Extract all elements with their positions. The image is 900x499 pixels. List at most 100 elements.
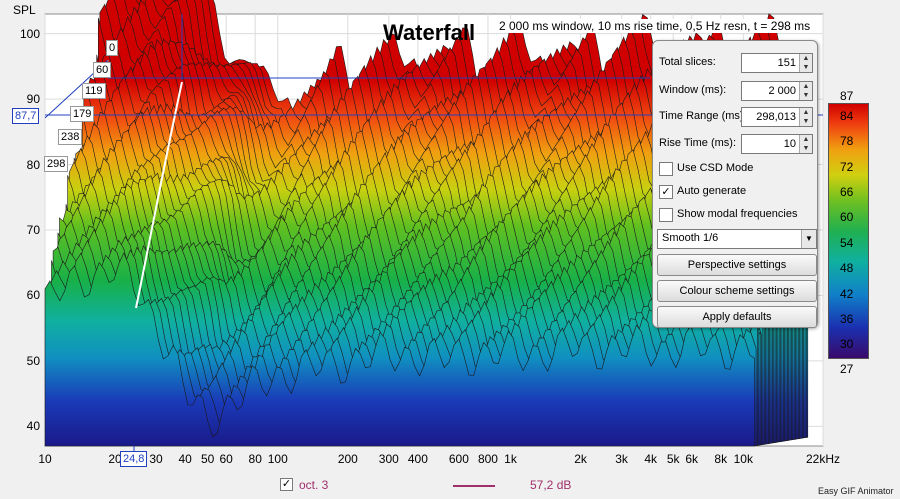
chevron-down-icon[interactable]: ▼ [801, 230, 816, 248]
colour-scale-tick-label: 30 [840, 337, 854, 352]
y-tick-label: 40 [26, 419, 40, 434]
x-tick-label: 8k [714, 452, 728, 466]
credit-text: Easy GIF Animator [818, 486, 894, 496]
y-tick-label: 90 [26, 92, 40, 107]
spin-down-icon[interactable]: ▼ [802, 92, 810, 99]
chart-info: 2 000 ms window, 10 ms rise time, 0,5 Hz… [497, 19, 813, 33]
depth-label-179: 179 [70, 106, 95, 122]
chart-title: Waterfall [383, 20, 476, 45]
colour-scale-tick-label: 84 [840, 108, 854, 123]
window-row: Window (ms): ▲▼ [659, 81, 813, 101]
depth-label-60: 60 [93, 62, 112, 78]
y-tick-label: 60 [26, 288, 40, 303]
x-tick-label: 300 [378, 452, 399, 466]
time-range-label: Time Range (ms): [659, 110, 747, 122]
colour-scale-tick-label: 42 [840, 286, 854, 301]
total-slices-arrows[interactable]: ▲ ▼ [799, 54, 812, 72]
rise-time-label: Rise Time (ms): [659, 137, 736, 149]
x-tick-label: 400 [407, 452, 428, 466]
window-input[interactable] [742, 82, 798, 100]
depth-label-298: 298 [44, 156, 69, 172]
colour-scale-tick-label: 54 [840, 235, 854, 250]
colour-scale-tick-label: 66 [840, 184, 854, 199]
depth-label-119: 119 [82, 83, 106, 99]
spin-down-icon[interactable]: ▼ [802, 145, 810, 152]
smoothing-value: Smooth 1/6 [662, 232, 719, 244]
apply-defaults-button[interactable]: Apply defaults [657, 306, 817, 328]
y-tick-label: 100 [20, 26, 41, 41]
time-range-spinner[interactable]: ▲▼ [741, 107, 813, 127]
x-tick-label: 4k [644, 452, 657, 466]
spin-up-icon[interactable]: ▲ [802, 55, 810, 62]
modal-frequencies-box[interactable] [659, 208, 673, 222]
spin-down-icon[interactable]: ▼ [802, 118, 810, 125]
legend-value: 57,2 dB [530, 478, 572, 492]
rise-time-arrows[interactable]: ▲ ▼ [799, 135, 812, 153]
total-slices-row: Total slices: ▲▼ [659, 53, 813, 73]
time-range-row: Time Range (ms): ▲▼ [659, 107, 813, 127]
colour-scale-tick-label: 36 [840, 311, 854, 326]
check-icon[interactable]: ✓ [659, 185, 673, 199]
window-spinner[interactable]: ▲▼ [741, 81, 813, 101]
depth-label-0: 0 [106, 40, 119, 56]
window-label: Window (ms): [659, 84, 727, 96]
x-tick-label: 20 [108, 452, 122, 466]
colour-scheme-settings-button[interactable]: Colour scheme settings [657, 280, 817, 302]
use-csd-label: Use CSD Mode [677, 162, 754, 174]
waterfall-slice [44, 252, 756, 447]
legend-checkbox[interactable]: ✓ [280, 478, 293, 491]
x-tick-label: 6k [685, 452, 698, 466]
spin-up-icon[interactable]: ▲ [802, 83, 810, 90]
x-tick-label: 10 [38, 452, 52, 466]
colour-scale-bar [828, 103, 869, 359]
x-tick-label: 10k [733, 452, 753, 466]
auto-generate-label: Auto generate [677, 185, 747, 197]
rise-time-input[interactable] [742, 135, 798, 153]
depth-label-238: 238 [58, 129, 83, 145]
colour-scale-tick-label: 78 [840, 134, 854, 149]
x-tick-label: 2k [574, 452, 587, 466]
use-csd-box[interactable] [659, 162, 673, 176]
x-tick-label: 50 [201, 452, 215, 466]
spin-up-icon[interactable]: ▲ [802, 109, 810, 116]
spin-down-icon[interactable]: ▼ [802, 64, 810, 71]
cursor-freq-readout: 24,8 [120, 451, 148, 467]
peak-trace-line [135, 81, 183, 309]
perspective-settings-button[interactable]: Perspective settings [657, 254, 817, 276]
total-slices-input[interactable] [742, 54, 798, 72]
total-slices-label: Total slices: [659, 56, 716, 68]
y-tick-label: 70 [26, 223, 40, 237]
spin-up-icon[interactable]: ▲ [802, 136, 810, 143]
legend-label: oct. 3 [299, 478, 329, 492]
window-arrows[interactable]: ▲ ▼ [799, 82, 812, 100]
x-tick-label: 40 [178, 452, 192, 466]
x-tick-label: 30 [149, 452, 163, 466]
x-tick-label: 1k [504, 452, 517, 466]
modal-frequencies-label: Show modal frequencies [677, 208, 798, 220]
time-range-input[interactable] [742, 108, 798, 126]
x-tick-label: 80 [248, 452, 262, 466]
total-slices-spinner[interactable]: ▲▼ [741, 53, 813, 73]
colour-scale-min: 27 [840, 362, 854, 376]
colour-scale-max: 87 [840, 89, 854, 103]
smoothing-select[interactable]: Smooth 1/6 ▼ [657, 229, 817, 249]
colour-scale-tick-label: 48 [840, 261, 854, 276]
y-tick-label: 80 [26, 157, 40, 172]
rise-time-spinner[interactable]: ▲▼ [741, 134, 813, 154]
x-tick-label: 22kHz [805, 452, 841, 466]
x-tick-label: 600 [448, 452, 469, 466]
legend-line-swatch [453, 485, 495, 487]
x-tick-label: 3k [615, 452, 628, 466]
colour-scale-tick-label: 72 [840, 159, 854, 174]
x-tick-label: 100 [267, 452, 288, 466]
waterfall-controls-panel: Total slices: ▲▼ Window (ms): ▲▼ Time Ra… [652, 40, 818, 328]
x-tick-label: 5k [666, 452, 680, 466]
cursor-spl-readout: 87,7 [12, 108, 40, 124]
colour-scale-tick-label: 60 [840, 210, 854, 225]
x-tick-label: 200 [337, 452, 358, 466]
rise-time-row: Rise Time (ms): ▲▼ [659, 134, 813, 154]
y-tick-label: 50 [26, 353, 40, 368]
y-axis-unit: SPL [13, 3, 36, 17]
time-range-arrows[interactable]: ▲ ▼ [799, 108, 812, 126]
